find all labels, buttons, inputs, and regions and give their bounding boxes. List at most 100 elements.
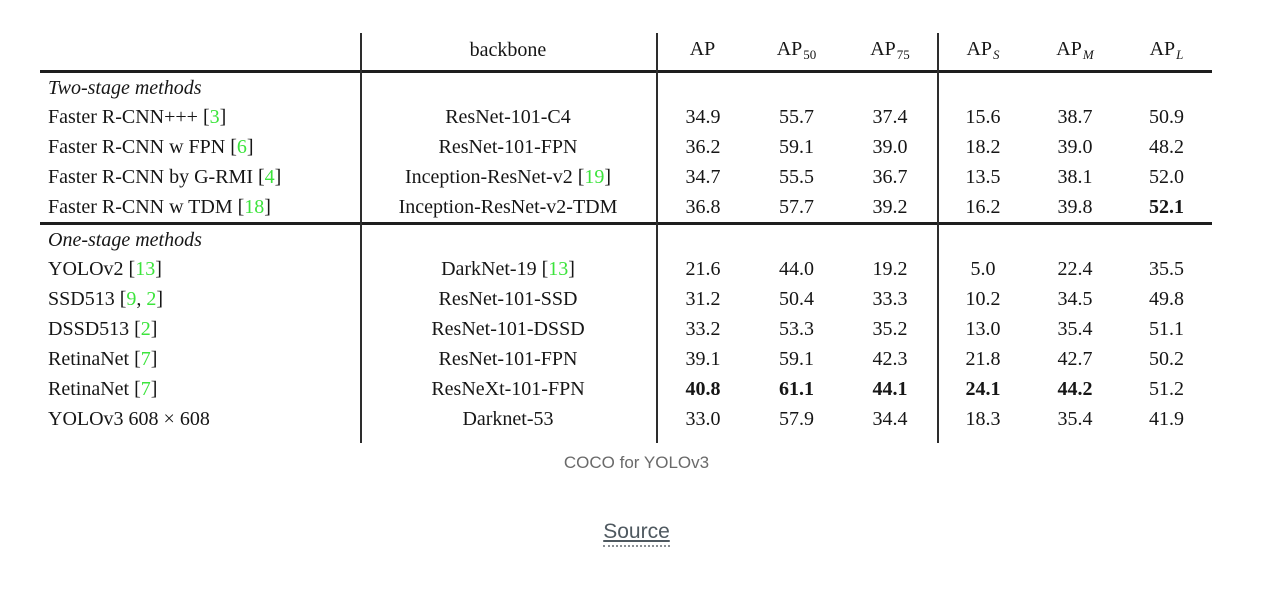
method-text: RetinaNet [ [48,348,141,370]
header-sub: 50 [803,47,817,62]
method-text: ] [155,258,162,280]
method-text: Inception-ResNet-v2-TDM [398,196,618,218]
metric-value: 42.3 [872,348,908,370]
method-text: ] [219,106,227,128]
metric-value: 41.9 [1149,408,1184,430]
col-header-ap: AP [656,39,750,61]
header-base: AP [966,38,993,60]
header-rule [40,70,1212,73]
method-text: Inception-ResNet-v2 [ [404,166,585,188]
metric-value: 59.1 [779,348,814,370]
citation-number: 7 [140,348,151,370]
source-link[interactable]: Source [603,520,670,547]
header-base: AP [689,38,716,60]
citation-number: 13 [135,258,156,280]
backbone-cell: Inception-ResNet-v2-TDM [360,197,656,217]
method-cell: Faster R-CNN+++ [3] [40,107,360,127]
backbone-cell: DarkNet-19 [13] [360,259,656,279]
header-sub: 75 [896,47,910,62]
method-cell: YOLOv2 [13] [40,259,360,279]
col-header-aps: APS [937,39,1029,61]
metric-value: 13.0 [965,318,1001,340]
metric-value: 50.9 [1149,106,1184,128]
section-label-row: One-stage methods [40,225,1212,254]
metric-value: 53.3 [779,318,814,340]
table-row: YOLOv2 [13] DarkNet-19 [13] 21.6 44.0 19.2 5.… [40,254,1212,284]
metric-value: 44.1 [872,378,908,400]
metric-value: 49.8 [1149,288,1184,310]
citation-number: 9 [126,288,137,310]
method-text: Faster R-CNN+++ [ [48,106,210,128]
method-text: Faster R-CNN w TDM [ [48,196,245,218]
metric-value: 39.8 [1057,196,1093,218]
col-header-ap75: AP75 [843,39,937,61]
table-row: SSD513 [9, 2] ResNet-101-SSD 31.2 50.4 33.3 1… [40,284,1212,314]
results-table: backbone AP AP50 AP75 APS APM APL Two-st… [40,30,1212,443]
metric-value: 39.1 [685,348,721,370]
backbone-cell: ResNet-101-FPN [360,349,656,369]
citation-number: 18 [244,196,265,218]
metric-value: 21.8 [965,348,1001,370]
method-text: Faster R-CNN w FPN [ [48,136,237,158]
method-cell: RetinaNet [7] [40,349,360,369]
metric-value: 61.1 [779,378,814,400]
table-row: Faster R-CNN+++ [3] ResNet-101-C4 34.9 55.7… [40,102,1212,132]
metric-value: 38.1 [1057,166,1093,188]
header-sub: M [1082,47,1094,62]
metric-value: 33.3 [872,288,908,310]
backbone-cell: ResNeXt-101-FPN [360,379,656,399]
header-base: AP [1149,38,1176,60]
method-text: ] [274,166,282,188]
method-text: RetinaNet [ [48,378,141,400]
method-text: ResNet-101-FPN [438,348,578,370]
metric-value: 40.8 [685,378,721,400]
metric-value: 37.4 [872,106,908,128]
metric-value: 44.2 [1057,378,1093,400]
method-text: ] [604,166,612,188]
method-text: ] [150,378,158,400]
citation-number: 7 [140,378,151,400]
method-text: DSSD513 [ [48,318,141,340]
backbone-cell: Darknet-53 [360,409,656,429]
section-label-row: Two-stage methods [40,73,1212,102]
metric-value: 33.0 [685,408,721,430]
citation-number: 6 [236,136,247,158]
method-cell: Faster R-CNN w TDM [18] [40,197,360,217]
metric-value: 36.2 [685,136,721,158]
citation-number: 2 [146,288,157,310]
metric-value: 51.2 [1149,378,1184,400]
method-text: YOLOv3 608 × 608 [48,408,210,430]
header-sub: L [1176,47,1184,62]
metric-value: 34.9 [685,106,721,128]
metric-value: 34.7 [685,166,721,188]
figure-caption: COCO for YOLOv3 [563,453,710,472]
method-cell: Faster R-CNN w FPN [6] [40,137,360,157]
method-text: ] [150,318,158,340]
metric-value: 16.2 [965,196,1001,218]
metric-value: 34.4 [872,408,908,430]
backbone-cell: ResNet-101-DSSD [360,319,656,339]
metric-value: 34.5 [1057,288,1093,310]
metric-value: 33.2 [685,318,721,340]
metric-value: 52.0 [1149,166,1184,188]
metric-value: 55.5 [779,166,814,188]
metric-value: 52.1 [1149,196,1184,218]
metric-value: 39.0 [1057,136,1093,158]
backbone-cell: ResNet-101-SSD [360,289,656,309]
method-cell: DSSD513 [2] [40,319,360,339]
metric-value: 44.0 [779,258,814,280]
table-row: Faster R-CNN by G-RMI [4] Inception-ResNe… [40,162,1212,192]
section-divider-rule [40,222,1212,225]
method-text: ] [246,136,254,158]
table-row: RetinaNet [7] ResNeXt-101-FPN 40.8 61.1 44.1… [40,374,1212,404]
header-base: AP [1056,38,1082,60]
metric-value: 35.2 [872,318,908,340]
metric-value: 18.2 [965,136,1001,158]
metric-value: 48.2 [1149,136,1184,158]
metric-value: 35.4 [1057,408,1093,430]
header-base: AP [776,38,803,60]
section-label: Two-stage methods [48,76,202,99]
table-row: Faster R-CNN w TDM [18] Inception-ResNet-… [40,192,1212,222]
table-row: Faster R-CNN w FPN [6] ResNet-101-FPN 36.2… [40,132,1212,162]
